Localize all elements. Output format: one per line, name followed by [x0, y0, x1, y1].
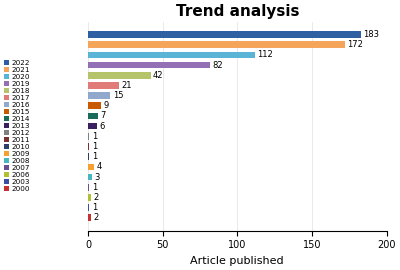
Bar [88, 82, 119, 89]
Bar [88, 62, 210, 68]
Bar [88, 174, 92, 180]
Bar [88, 164, 94, 170]
Bar [88, 143, 90, 150]
Text: 112: 112 [258, 50, 273, 59]
Text: 15: 15 [113, 91, 123, 100]
Text: 42: 42 [153, 71, 164, 80]
Text: 1: 1 [92, 132, 97, 141]
Text: 1: 1 [92, 152, 97, 161]
Bar [88, 204, 90, 211]
Text: 6: 6 [99, 122, 104, 131]
Text: 1: 1 [92, 142, 97, 151]
Bar [88, 194, 91, 201]
Bar [88, 133, 90, 140]
Legend: 2022, 2021, 2020, 2019, 2018, 2017, 2016, 2015, 2014, 2013, 2012, 2011, 2010, 20: 2022, 2021, 2020, 2019, 2018, 2017, 2016… [4, 60, 30, 192]
Bar [88, 103, 102, 109]
Bar [88, 153, 90, 160]
Text: 2: 2 [93, 193, 98, 202]
Bar [88, 72, 151, 79]
Text: 21: 21 [122, 81, 132, 90]
Text: 1: 1 [92, 183, 97, 192]
Text: 3: 3 [95, 173, 100, 181]
Bar [88, 41, 345, 48]
Text: 172: 172 [347, 40, 363, 49]
Title: Trend analysis: Trend analysis [176, 4, 299, 19]
Bar [88, 184, 90, 191]
Text: 9: 9 [104, 101, 109, 110]
Bar [88, 52, 255, 58]
Bar [88, 123, 97, 129]
Bar [88, 92, 110, 99]
Text: 1: 1 [92, 203, 97, 212]
Text: 183: 183 [364, 30, 380, 39]
X-axis label: Article published: Article published [190, 256, 284, 266]
Text: 82: 82 [213, 60, 223, 70]
Text: 4: 4 [96, 162, 102, 171]
Text: 2: 2 [93, 213, 98, 222]
Bar [88, 31, 361, 38]
Bar [88, 214, 91, 221]
Bar [88, 113, 98, 119]
Text: 7: 7 [101, 112, 106, 120]
